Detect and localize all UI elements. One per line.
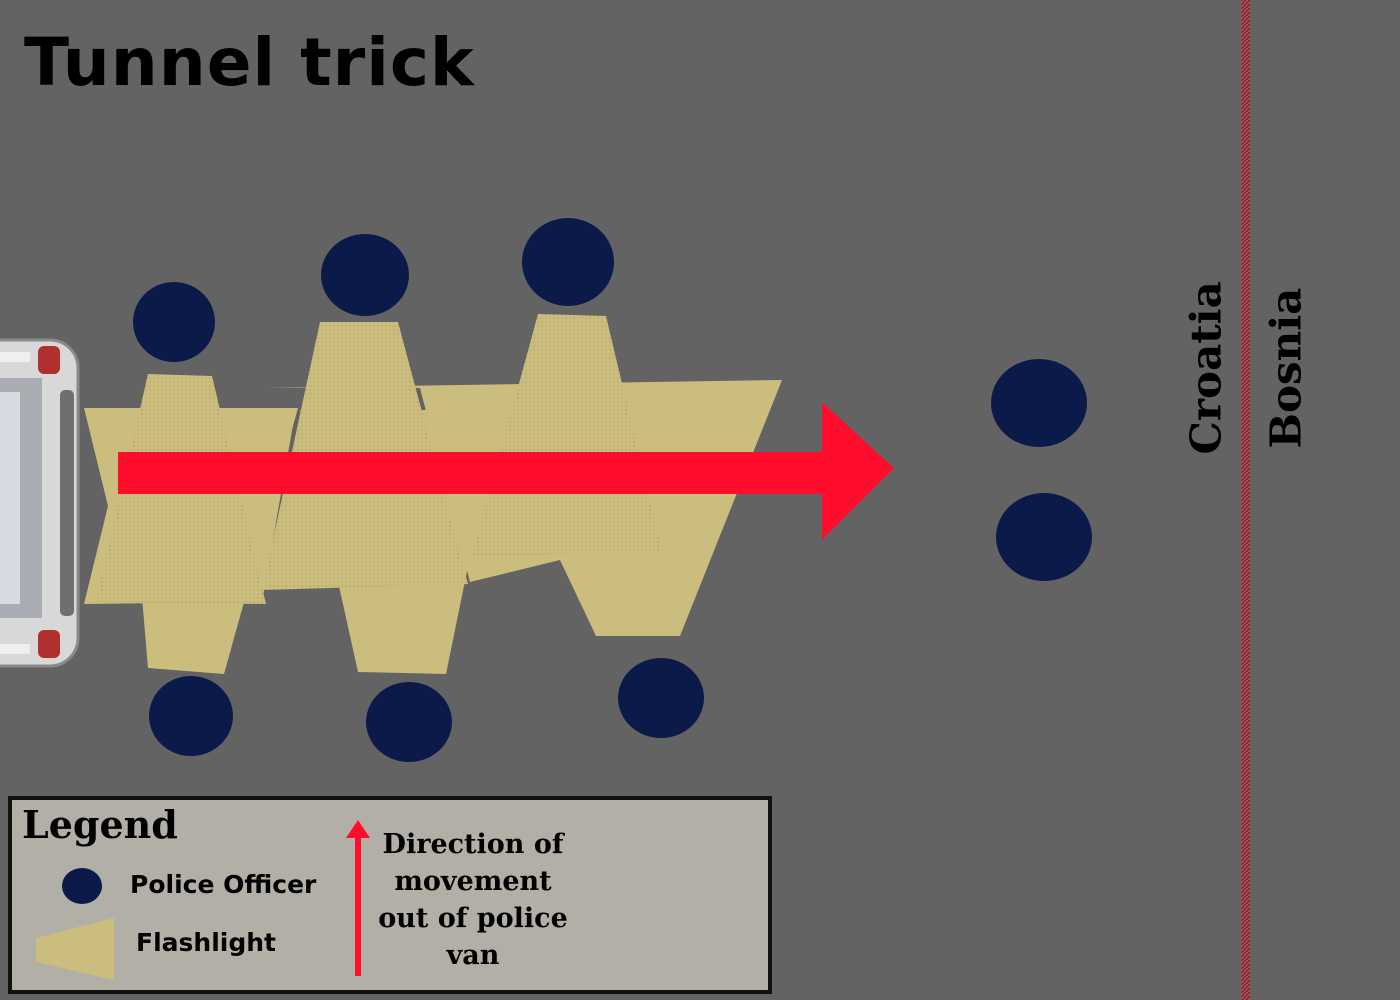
border-line (1241, 0, 1250, 1000)
legend-box: Legend Police Officer Flashlight Directi… (8, 796, 772, 994)
police-officer-bottom-2 (366, 682, 452, 762)
diagram-title: Tunnel trick (24, 24, 475, 101)
flashlight-beam-top-3 (472, 314, 662, 556)
movement-arrow (118, 402, 894, 540)
legend-title: Legend (22, 802, 178, 847)
police-officer-bottom-3 (618, 658, 704, 738)
legend-label-police-officer: Police Officer (130, 870, 317, 899)
police-officer-top-1 (133, 282, 215, 362)
officer-legend-icon (62, 868, 102, 904)
police-officer-top-2 (321, 234, 409, 316)
legend-label-flashlight: Flashlight (136, 928, 276, 957)
arrow-legend-icon (346, 820, 370, 976)
police-officer-border-2 (996, 493, 1092, 581)
flashlight-legend-icon (36, 918, 114, 980)
police-officer-border-1 (991, 359, 1087, 447)
police-officer-bottom-1 (149, 676, 233, 756)
police-officer-top-3 (522, 218, 614, 306)
country-label-bosnia: Bosnia (1261, 287, 1311, 449)
police-van-icon (0, 338, 80, 668)
country-label-croatia: Croatia (1181, 281, 1231, 455)
legend-label-direction: Direction of movement out of police van (378, 829, 568, 971)
